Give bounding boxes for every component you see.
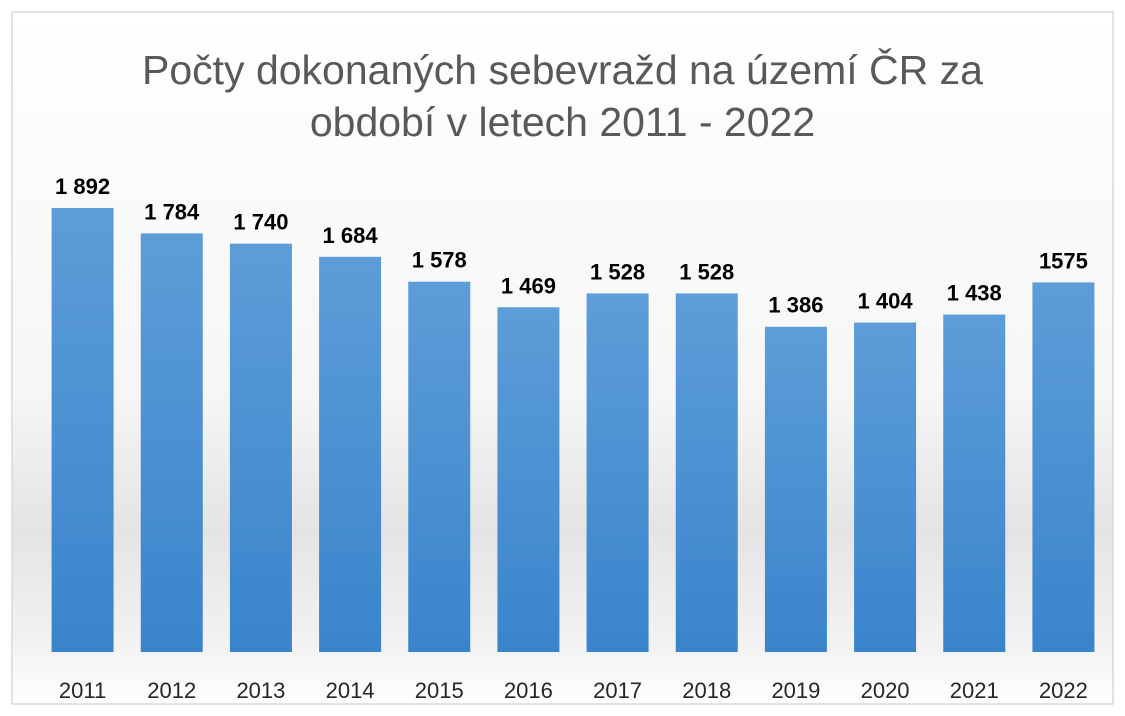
data-label: 1 892 [55, 174, 110, 199]
bar [140, 233, 203, 652]
data-label: 1575 [1039, 248, 1088, 273]
bar [586, 293, 649, 652]
chart-title: Počty dokonaných sebevražd na území ČR z… [142, 47, 983, 145]
x-tick-label: 2020 [861, 678, 910, 703]
bar [1032, 282, 1095, 652]
bar [319, 256, 382, 652]
data-label: 1 684 [323, 223, 379, 248]
plot-area: 2011 1 892 2012 1 784 2013 1 740 2014 1 684 2015… [51, 174, 1095, 703]
data-label: 1 386 [768, 293, 823, 318]
data-label: 1 438 [947, 281, 1002, 306]
x-tick-label: 2022 [1039, 678, 1088, 703]
data-label: 1 784 [144, 199, 200, 224]
data-label: 1 578 [412, 248, 467, 273]
bar [854, 322, 917, 652]
x-tick-label: 2019 [771, 678, 820, 703]
bar [408, 281, 471, 652]
x-tick-label: 2017 [593, 678, 642, 703]
data-label: 1 740 [233, 210, 288, 235]
bar [943, 314, 1006, 652]
data-label: 1 404 [858, 289, 914, 314]
data-label: 1 528 [590, 259, 645, 284]
bar [675, 293, 738, 652]
bar [764, 326, 827, 652]
x-tick-label: 2018 [682, 678, 731, 703]
data-label: 1 469 [501, 273, 556, 298]
x-tick-label: 2012 [147, 678, 196, 703]
data-label: 1 528 [679, 259, 734, 284]
x-tick-label: 2016 [504, 678, 553, 703]
x-tick-label: 2014 [326, 678, 375, 703]
x-tick-label: 2015 [415, 678, 464, 703]
x-tick-label: 2013 [236, 678, 285, 703]
bar [497, 307, 560, 652]
x-tick-label: 2021 [950, 678, 999, 703]
bar [51, 208, 114, 652]
x-tick-label: 2011 [59, 678, 106, 703]
bar [229, 243, 292, 652]
